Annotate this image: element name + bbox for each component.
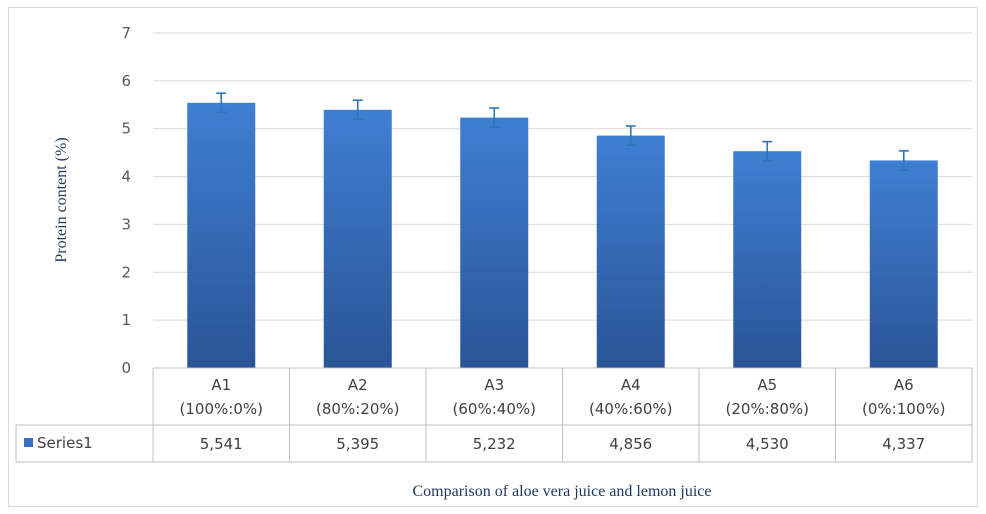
x-category-sublabel: (40%:60%): [589, 400, 672, 418]
y-axis-ticks: 0 1 2 3 4 5 6 7: [121, 24, 131, 377]
legend-key: [24, 438, 33, 447]
x-category-label: A2: [348, 376, 368, 394]
y-tick-label: 7: [121, 24, 131, 42]
error-bar: [352, 99, 363, 121]
gridlines: [153, 32, 972, 321]
error-bar: [898, 150, 909, 171]
data-table: A1 (100%:0%) 5,541 A2 (80%:20%) 5,395 A3 (60%:4…: [15, 367, 973, 463]
bar: [323, 109, 392, 368]
y-tick-label: 6: [121, 72, 131, 90]
data-table-value: 5,395: [336, 435, 379, 453]
y-tick-label: 1: [121, 311, 131, 329]
x-axis-title: Comparison of aloe vera juice and lemon …: [412, 483, 711, 500]
bar: [460, 117, 529, 369]
x-category-sublabel: (0%:100%): [862, 400, 945, 418]
x-category-label: A5: [757, 376, 777, 394]
legend-series-name: Series1: [37, 434, 93, 452]
y-axis-title: Protein content (%): [53, 137, 70, 262]
y-tick-label: 4: [121, 168, 131, 186]
error-bar: [625, 125, 636, 146]
x-category-label: A6: [894, 376, 914, 394]
error-bar: [489, 107, 500, 128]
error-bar: [762, 140, 773, 162]
bar: [869, 160, 938, 368]
x-category-sublabel: (20%:80%): [726, 400, 809, 418]
x-category-label: A3: [484, 376, 504, 394]
bar: [733, 151, 802, 368]
x-category-sublabel: (60%:40%): [453, 400, 536, 418]
x-category-label: A1: [211, 376, 231, 394]
y-tick-label: 2: [121, 263, 131, 281]
error-bars: [216, 92, 909, 171]
y-tick-label: 3: [121, 215, 131, 233]
data-table-value: 4,530: [746, 435, 789, 453]
y-tick-label: 5: [121, 120, 131, 138]
bars: [187, 102, 938, 369]
error-bar: [216, 92, 227, 114]
bar: [596, 135, 665, 368]
y-tick-label: 0: [121, 359, 131, 377]
data-table-value: 5,541: [200, 435, 243, 453]
x-category-label: A4: [621, 376, 641, 394]
data-table-value: 4,856: [609, 435, 652, 453]
bar: [187, 102, 256, 368]
x-category-sublabel: (80%:20%): [316, 400, 399, 418]
data-table-value: 5,232: [473, 435, 516, 453]
x-category-sublabel: (100%:0%): [180, 400, 263, 418]
data-table-value: 4,337: [882, 435, 925, 453]
